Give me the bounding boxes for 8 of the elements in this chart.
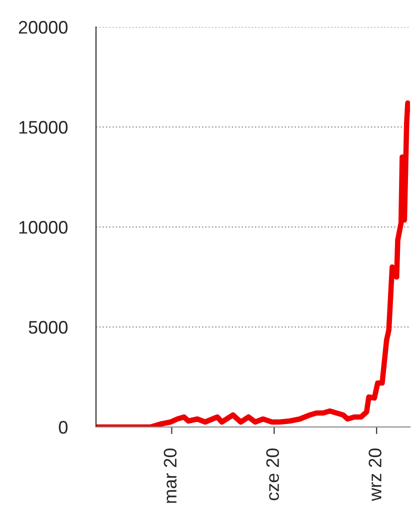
y-tick-label: 15000 xyxy=(19,120,68,134)
x-tick-label: mar 20 xyxy=(164,448,177,503)
x-tick-label: cze 20 xyxy=(266,448,280,500)
y-tick-label: 5000 xyxy=(28,320,68,334)
y-tick-label: 0 xyxy=(58,420,68,434)
y-tick-label: 10000 xyxy=(19,220,68,234)
x-tick-label: wrz 20 xyxy=(368,448,382,502)
y-tick-label: 20000 xyxy=(18,20,68,34)
